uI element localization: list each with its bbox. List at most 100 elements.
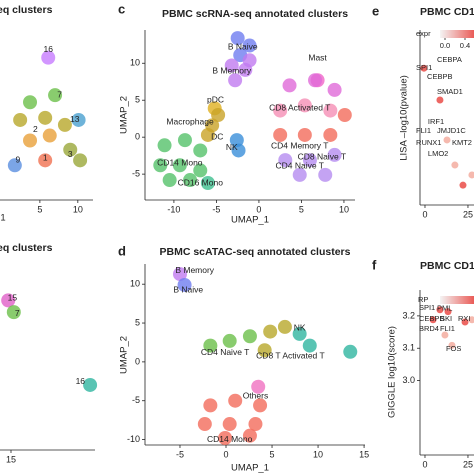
chart-title: PBMC scATAC-seq annotated clusters <box>160 246 351 258</box>
point <box>224 58 239 73</box>
y-tick-label: 10 <box>130 279 140 289</box>
cluster-label: CD4 Naive T <box>275 160 324 170</box>
point <box>282 78 297 93</box>
chart-title: PBMC CD1 <box>420 6 474 18</box>
point <box>83 377 98 392</box>
y-axis-label: GIGGLE log10(score) <box>387 326 398 418</box>
cluster-label: Mast <box>308 52 327 62</box>
point <box>157 138 172 153</box>
point <box>41 50 56 65</box>
point <box>172 267 187 282</box>
panel-3: d PBMC scATAC-seq annotated clusters -5 0 5 1… <box>118 243 369 473</box>
point <box>273 103 288 118</box>
colorbar-title: RP <box>418 295 428 304</box>
x-tick-label: 25 <box>463 459 473 469</box>
point <box>323 103 338 118</box>
colorbar-tick-label: 0.4 <box>460 41 470 50</box>
cluster-label: Macrophage <box>166 117 214 127</box>
point <box>263 324 278 339</box>
cluster-label: CD4 Memory T <box>271 140 328 150</box>
point <box>57 117 72 132</box>
cluster-label: SPI1 <box>416 63 432 72</box>
point <box>229 133 244 148</box>
point <box>318 167 333 182</box>
y-tick-label: 5 <box>135 95 140 105</box>
y-tick-label: -5 <box>132 395 140 405</box>
cluster-label: CD8 Naive T <box>298 151 347 161</box>
point <box>436 306 444 314</box>
point <box>337 108 352 122</box>
point <box>6 305 21 320</box>
point <box>248 417 263 432</box>
point <box>23 95 38 110</box>
y-tick-label: 5 <box>135 317 140 327</box>
cluster-label: DC <box>211 131 223 141</box>
cluster-label: 7 <box>15 308 20 318</box>
cluster-label: CD14 Mono <box>207 434 253 444</box>
cluster-label: B Naive <box>173 285 203 295</box>
x-tick-label: -5 <box>212 204 220 214</box>
point <box>183 173 198 188</box>
panel-letter: c <box>118 1 125 16</box>
y-axis-label: UMAP_2 <box>119 336 130 374</box>
point <box>441 331 449 339</box>
point <box>308 73 323 88</box>
cluster-label: IRF1 <box>428 117 444 126</box>
point <box>193 143 208 158</box>
cluster-label: FOS <box>446 344 461 353</box>
y-axis-label: LISA –log10(pvalue) <box>399 75 410 161</box>
cluster-label: CD4 Naive T <box>201 347 250 357</box>
point <box>211 108 226 122</box>
point <box>443 136 451 144</box>
point <box>1 293 16 308</box>
cluster-label: B Naive <box>228 41 258 51</box>
point <box>230 31 245 46</box>
point <box>459 181 467 189</box>
point <box>218 431 233 445</box>
x-axis-label: UMAP_1 <box>231 463 269 474</box>
cluster-label: CEBPB <box>419 314 444 323</box>
point <box>71 112 86 127</box>
cluster-label: RUNX1 <box>416 138 441 147</box>
point <box>222 333 237 348</box>
cluster-label: FLI1 <box>416 126 431 135</box>
point <box>242 38 257 53</box>
point <box>323 127 338 142</box>
point <box>451 161 459 169</box>
cluster-label: 1 <box>43 152 48 162</box>
x-tick-label: 15 <box>359 449 369 459</box>
cluster-label: NK <box>226 142 238 152</box>
panel-2: eq clusters 15 15 7 16 <box>0 242 98 464</box>
cluster-label: 7 <box>57 89 62 99</box>
point <box>38 110 53 125</box>
cluster-label: PML <box>437 304 452 313</box>
point <box>468 171 474 179</box>
colorbar <box>440 296 474 304</box>
point <box>231 143 246 158</box>
y-tick-label: 0 <box>135 132 140 142</box>
cluster-label: RXI <box>458 314 471 323</box>
cluster-label: CD14 Mono <box>157 157 203 167</box>
x-tick-label: 10 <box>73 204 83 214</box>
y-axis-label: UMAP_2 <box>119 96 130 134</box>
y-tick-label: 3.2 <box>402 310 415 320</box>
cluster-label: CD16 Mono <box>178 177 224 187</box>
panel-5: f PBMC CD1 0 25 3.0 3.1 3.2 GIGGLE log10(score)… <box>372 257 474 469</box>
point <box>253 398 268 413</box>
point <box>468 316 474 324</box>
chart-title: PBMC scRNA-seq annotated clusters <box>162 8 348 20</box>
x-tick-label: 5 <box>270 449 275 459</box>
point <box>302 338 317 353</box>
chart-title: eq clusters <box>0 242 53 254</box>
point <box>48 88 63 103</box>
cluster-label: pDC <box>207 94 224 104</box>
x-axis-label: 1 <box>0 213 5 224</box>
point <box>251 379 266 394</box>
point <box>200 127 215 142</box>
point <box>444 308 452 316</box>
point <box>177 277 192 292</box>
plot-area <box>420 64 474 189</box>
x-tick-label: 5 <box>299 204 304 214</box>
